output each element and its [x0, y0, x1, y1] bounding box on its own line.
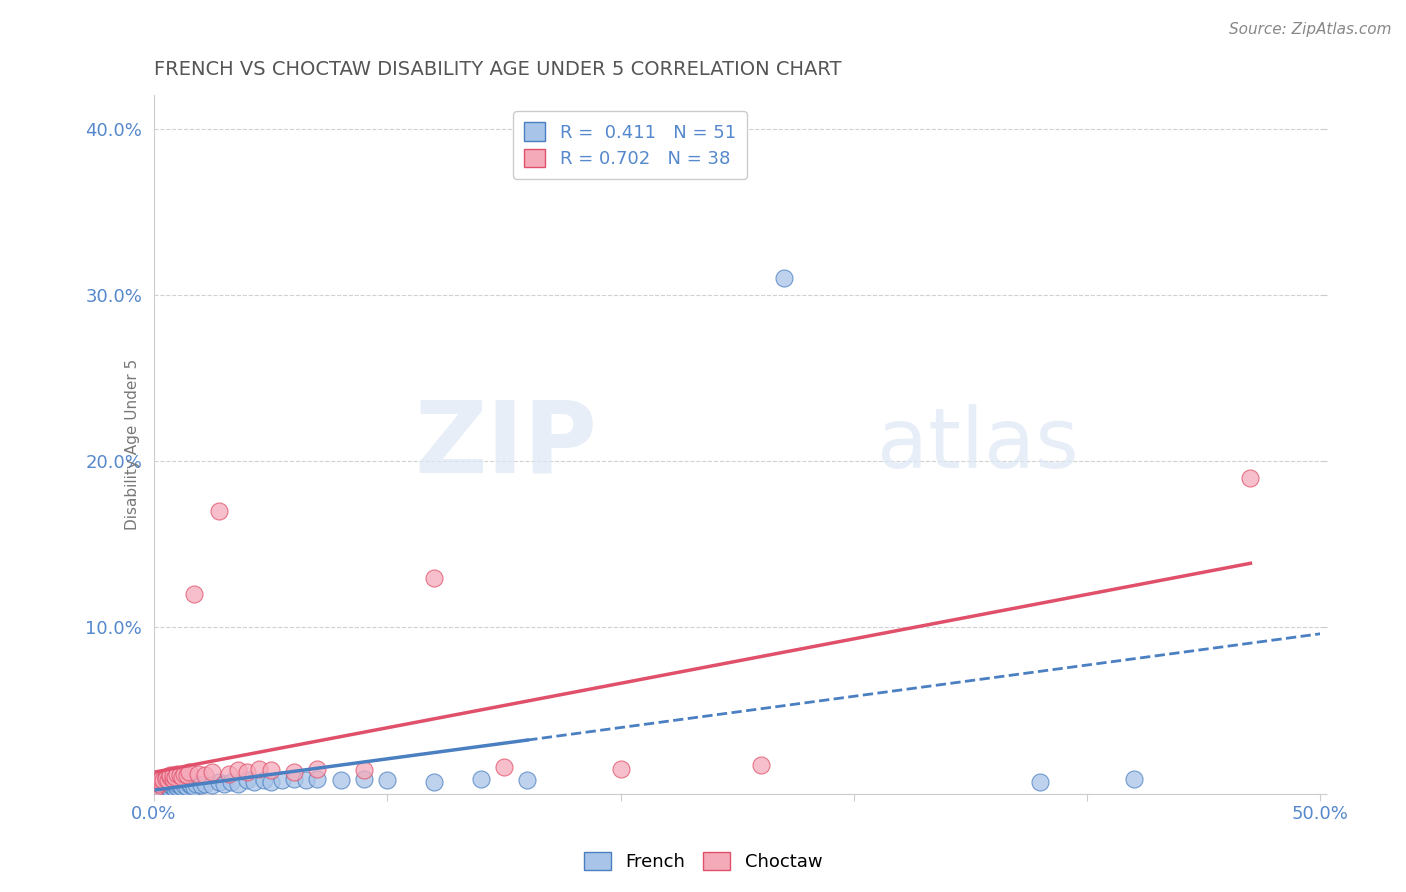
Legend: R =  0.411   N = 51, R = 0.702   N = 38: R = 0.411 N = 51, R = 0.702 N = 38	[513, 112, 747, 179]
Point	[156, 777, 179, 791]
Point	[159, 781, 181, 796]
Point	[218, 766, 240, 780]
Point	[149, 775, 172, 789]
Point	[201, 765, 224, 780]
Point	[176, 768, 198, 782]
Point	[166, 780, 188, 794]
Point	[155, 770, 177, 784]
Point	[152, 781, 174, 796]
Point	[162, 777, 184, 791]
Point	[145, 780, 167, 794]
Point	[149, 772, 172, 786]
Point	[609, 762, 631, 776]
Text: FRENCH VS CHOCTAW DISABILITY AGE UNDER 5 CORRELATION CHART: FRENCH VS CHOCTAW DISABILITY AGE UNDER 5…	[155, 60, 841, 78]
Point	[247, 762, 270, 776]
Text: Source: ZipAtlas.com: Source: ZipAtlas.com	[1229, 22, 1392, 37]
Y-axis label: Disability Age Under 5: Disability Age Under 5	[125, 359, 141, 530]
Point	[152, 773, 174, 788]
Point	[145, 783, 167, 797]
Point	[149, 777, 172, 791]
Point	[176, 780, 198, 794]
Point	[148, 773, 170, 788]
Text: ZIP: ZIP	[415, 396, 598, 493]
Point	[166, 777, 188, 791]
Point	[159, 778, 181, 792]
Point	[208, 775, 231, 789]
Point	[271, 773, 294, 788]
Point	[190, 778, 212, 792]
Point	[149, 778, 172, 792]
Point	[166, 766, 188, 780]
Point	[159, 768, 181, 782]
Point	[180, 778, 202, 792]
Point	[236, 765, 259, 780]
Point	[184, 777, 207, 791]
Point	[226, 777, 249, 791]
Point	[156, 773, 179, 788]
Point	[259, 775, 281, 789]
Point	[155, 772, 177, 786]
Point	[155, 778, 177, 792]
Point	[201, 778, 224, 792]
Point	[148, 777, 170, 791]
Point	[163, 770, 186, 784]
Point	[294, 773, 316, 788]
Point	[749, 758, 772, 772]
Point	[329, 773, 352, 788]
Point	[236, 773, 259, 788]
Point	[283, 765, 305, 780]
Point	[243, 775, 266, 789]
Point	[259, 764, 281, 778]
Point	[772, 271, 794, 285]
Point	[170, 770, 193, 784]
Point	[307, 772, 329, 786]
Text: atlas: atlas	[877, 404, 1078, 485]
Point	[226, 764, 249, 778]
Point	[283, 772, 305, 786]
Point	[423, 570, 446, 584]
Point	[375, 773, 398, 788]
Point	[208, 504, 231, 518]
Point	[148, 780, 170, 794]
Point	[219, 775, 242, 789]
Point	[1122, 772, 1144, 786]
Point	[148, 781, 170, 796]
Point	[156, 780, 179, 794]
Point	[492, 760, 515, 774]
Point	[353, 764, 375, 778]
Point	[177, 765, 200, 780]
Point	[163, 781, 186, 796]
Point	[470, 772, 492, 786]
Point	[169, 778, 191, 792]
Point	[170, 780, 193, 794]
Point	[187, 766, 209, 780]
Point	[162, 768, 184, 782]
Point	[173, 778, 195, 792]
Point	[169, 768, 191, 782]
Point	[183, 587, 205, 601]
Legend: French, Choctaw: French, Choctaw	[576, 845, 830, 879]
Point	[194, 768, 217, 782]
Point	[252, 773, 274, 788]
Point	[183, 780, 205, 794]
Point	[155, 783, 177, 797]
Point	[307, 762, 329, 776]
Point	[162, 772, 184, 786]
Point	[353, 772, 375, 786]
Point	[194, 777, 217, 791]
Point	[1239, 471, 1261, 485]
Point	[163, 778, 186, 792]
Point	[1029, 775, 1052, 789]
Point	[162, 780, 184, 794]
Point	[152, 780, 174, 794]
Point	[159, 770, 181, 784]
Point	[516, 773, 538, 788]
Point	[177, 777, 200, 791]
Point	[423, 775, 446, 789]
Point	[173, 766, 195, 780]
Point	[212, 777, 235, 791]
